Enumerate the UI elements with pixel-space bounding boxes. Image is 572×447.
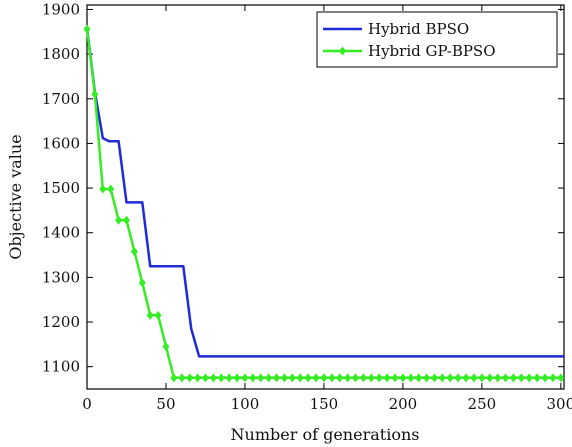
data-point-hybrid-gp-bpso: [423, 373, 431, 383]
data-point-hybrid-gp-bpso: [154, 310, 162, 320]
data-point-hybrid-gp-bpso: [502, 373, 510, 383]
y-tick-label: 1100: [42, 358, 80, 376]
x-tick-label: 200: [389, 395, 418, 413]
y-tick-label: 1200: [42, 313, 80, 331]
data-point-hybrid-gp-bpso: [430, 373, 438, 383]
data-point-hybrid-gp-bpso: [509, 373, 517, 383]
data-point-hybrid-gp-bpso: [138, 278, 146, 288]
data-point-hybrid-gp-bpso: [280, 373, 288, 383]
data-point-hybrid-gp-bpso: [336, 373, 344, 383]
y-tick-label: 1400: [42, 224, 80, 242]
data-point-hybrid-gp-bpso: [83, 24, 91, 34]
data-point-hybrid-gp-bpso: [304, 373, 312, 383]
data-point-hybrid-gp-bpso: [415, 373, 423, 383]
data-point-hybrid-gp-bpso: [130, 246, 138, 256]
y-axis-label: Objective value: [6, 134, 25, 259]
data-point-hybrid-gp-bpso: [359, 373, 367, 383]
data-point-hybrid-gp-bpso: [107, 184, 115, 194]
data-point-hybrid-gp-bpso: [217, 373, 225, 383]
data-point-hybrid-gp-bpso: [91, 89, 99, 99]
data-point-hybrid-gp-bpso: [438, 373, 446, 383]
data-point-hybrid-gp-bpso: [178, 373, 186, 383]
data-point-hybrid-gp-bpso: [470, 373, 478, 383]
data-point-hybrid-gp-bpso: [533, 373, 541, 383]
plot-area: [86, 4, 565, 390]
series-line-hybrid-bpso: [85, 28, 564, 358]
y-tick-label: 1300: [42, 268, 80, 286]
legend-label-hybrid-bpso: Hybrid BPSO: [368, 20, 469, 38]
data-point-hybrid-gp-bpso: [383, 373, 391, 383]
data-point-hybrid-gp-bpso: [288, 373, 296, 383]
data-point-hybrid-gp-bpso: [122, 215, 130, 225]
x-tick-label: 300: [547, 395, 572, 413]
data-point-hybrid-gp-bpso: [462, 373, 470, 383]
data-point-hybrid-gp-bpso: [557, 373, 565, 383]
data-point-hybrid-gp-bpso: [225, 373, 233, 383]
data-point-hybrid-gp-bpso: [312, 373, 320, 383]
data-point-hybrid-gp-bpso: [170, 373, 178, 383]
data-point-hybrid-gp-bpso: [99, 184, 107, 194]
x-tick-label: 150: [310, 395, 339, 413]
x-tick-label: 100: [231, 395, 260, 413]
data-point-hybrid-gp-bpso: [399, 373, 407, 383]
data-point-hybrid-gp-bpso: [541, 373, 549, 383]
data-point-hybrid-gp-bpso: [257, 373, 265, 383]
data-point-hybrid-gp-bpso: [233, 373, 241, 383]
data-point-hybrid-gp-bpso: [241, 373, 249, 383]
x-tick-label: 0: [82, 395, 92, 413]
data-point-hybrid-gp-bpso: [162, 342, 170, 352]
legend-marker-hybrid-gp-bpso: [339, 46, 346, 56]
data-point-hybrid-gp-bpso: [446, 373, 454, 383]
data-point-hybrid-gp-bpso: [186, 373, 194, 383]
data-point-hybrid-gp-bpso: [486, 373, 494, 383]
legend: Hybrid BPSO Hybrid GP-BPSO: [316, 11, 558, 68]
data-point-hybrid-gp-bpso: [375, 373, 383, 383]
data-point-hybrid-gp-bpso: [296, 373, 304, 383]
data-point-hybrid-gp-bpso: [391, 373, 399, 383]
data-point-hybrid-gp-bpso: [344, 373, 352, 383]
data-point-hybrid-gp-bpso: [549, 373, 557, 383]
y-tick-label: 1500: [42, 179, 80, 197]
data-point-hybrid-gp-bpso: [265, 373, 273, 383]
x-tick-label: 50: [156, 395, 175, 413]
x-axis-label: Number of generations: [231, 425, 420, 444]
data-point-hybrid-gp-bpso: [407, 373, 415, 383]
data-point-hybrid-gp-bpso: [525, 373, 533, 383]
data-point-hybrid-gp-bpso: [478, 373, 486, 383]
data-point-hybrid-gp-bpso: [273, 373, 281, 383]
y-tick-label: 1700: [42, 90, 80, 108]
data-point-hybrid-gp-bpso: [367, 373, 375, 383]
legend-label-hybrid-gp-bpso: Hybrid GP-BPSO: [368, 42, 496, 60]
y-axis-ticks: 1100 1200 1300 1400 1500 1600 1700 1800 1900: [42, 0, 564, 376]
data-point-hybrid-gp-bpso: [115, 215, 123, 225]
x-tick-label: 250: [468, 395, 497, 413]
data-point-hybrid-gp-bpso: [454, 373, 462, 383]
data-point-hybrid-gp-bpso: [249, 373, 257, 383]
y-tick-label: 1900: [42, 0, 80, 18]
data-point-hybrid-gp-bpso: [146, 310, 154, 320]
series-layer: [83, 24, 565, 383]
legend-box: [316, 11, 558, 68]
x-axis-ticks: 0 50 100 150 200 250 300: [82, 5, 572, 413]
data-point-hybrid-gp-bpso: [209, 373, 217, 383]
y-tick-label: 1600: [42, 134, 80, 152]
data-point-hybrid-gp-bpso: [328, 373, 336, 383]
data-point-hybrid-gp-bpso: [494, 373, 502, 383]
data-point-hybrid-gp-bpso: [201, 373, 209, 383]
y-tick-label: 1800: [42, 45, 80, 63]
data-point-hybrid-gp-bpso: [352, 373, 360, 383]
data-point-hybrid-gp-bpso: [194, 373, 202, 383]
data-point-hybrid-gp-bpso: [517, 373, 525, 383]
data-point-hybrid-gp-bpso: [320, 373, 328, 383]
